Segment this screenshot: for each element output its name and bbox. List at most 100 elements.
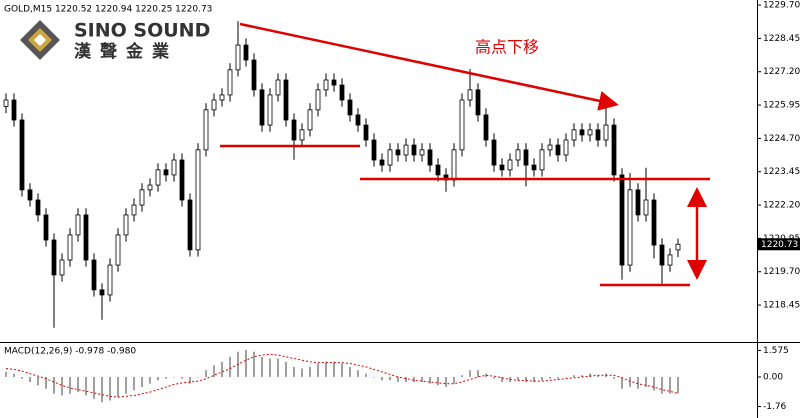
macd-bar — [381, 376, 383, 381]
y-tick-label: 0.00 — [763, 372, 783, 382]
candle-body — [179, 159, 185, 201]
candle-body — [11, 99, 17, 121]
candle-body — [539, 149, 545, 171]
macd-bar — [621, 376, 623, 389]
candle-body — [195, 149, 201, 251]
macd-bar — [149, 376, 151, 384]
candle-body — [315, 89, 321, 111]
candle-body — [483, 114, 489, 141]
candle-body — [627, 189, 633, 266]
macd-bar — [213, 365, 215, 377]
candle-body — [475, 89, 481, 116]
macd-bar — [493, 376, 495, 379]
macd-bar — [525, 376, 527, 383]
candle-body — [547, 144, 553, 151]
candle-body — [251, 59, 257, 91]
candle-body — [107, 264, 113, 296]
candle-body — [275, 79, 281, 96]
macd-bar — [21, 376, 23, 379]
candle-body — [259, 89, 265, 126]
candle-body — [659, 244, 665, 266]
candle-body — [283, 79, 289, 121]
candle-body — [355, 114, 361, 126]
macd-bar — [93, 376, 95, 399]
chart-title: GOLD,M15 1220.52 1220.94 1220.25 1220.73 — [4, 5, 212, 15]
macd-bar — [301, 368, 303, 377]
candle-body — [59, 259, 65, 276]
macd-bar — [317, 363, 319, 377]
macd-bar — [253, 351, 255, 377]
macd-bar — [157, 376, 159, 381]
macd-bar — [405, 376, 407, 383]
candle-body — [155, 169, 161, 186]
candle-body — [227, 69, 233, 96]
macd-bar — [221, 361, 223, 377]
macd-bar — [645, 376, 647, 388]
brand-cn: 漢聲金業 — [74, 41, 178, 62]
candle-body — [75, 214, 81, 236]
macd-bar — [117, 376, 119, 398]
candle-body — [347, 99, 353, 116]
candle-body — [219, 94, 225, 101]
macd-bar — [125, 376, 127, 394]
candle-body — [387, 149, 393, 166]
macd-bar — [597, 375, 599, 377]
candle-body — [115, 234, 121, 266]
macd-bar — [45, 376, 47, 389]
candle-body — [147, 184, 153, 191]
candle-body — [611, 124, 617, 176]
candle-body — [667, 254, 673, 266]
macd-bar — [373, 376, 375, 378]
candle-body — [619, 174, 625, 266]
macd-bar — [85, 376, 87, 396]
macd-bar — [197, 376, 199, 378]
candle-body — [507, 159, 513, 171]
candle-body — [427, 149, 433, 166]
macd-bar — [389, 376, 391, 381]
macd-bar — [365, 373, 367, 377]
macd-bar — [653, 376, 655, 391]
macd-bar — [165, 376, 167, 379]
macd-bar — [629, 376, 631, 388]
macd-bar — [181, 376, 183, 379]
macd-bar — [541, 376, 543, 381]
macd-bar — [61, 376, 63, 396]
candle-body — [67, 234, 73, 261]
candle-body — [651, 199, 657, 246]
macd-bar — [669, 376, 671, 394]
candle-body — [91, 259, 97, 291]
macd-bar — [37, 376, 39, 386]
macd-bar — [445, 376, 447, 388]
panel-title: MACD(12,26,9) -0.978 -0.980 — [4, 347, 136, 357]
macd-bar — [69, 376, 71, 394]
candle-body — [171, 159, 177, 176]
candle-body — [299, 129, 305, 141]
macd-bar — [269, 358, 271, 377]
candle-body — [459, 99, 465, 151]
candle-body — [291, 119, 297, 141]
candle-body — [163, 169, 169, 176]
y-tick-label: 1227.20 — [763, 67, 800, 77]
candle-body — [323, 79, 329, 91]
y-tick-label: 1.575 — [763, 346, 789, 356]
trend-line — [239, 22, 619, 111]
macd-bar — [77, 376, 79, 393]
candle-body — [635, 189, 641, 216]
y-tick-label: 1219.70 — [763, 267, 800, 277]
signal-line — [5, 353, 679, 398]
candle-body — [243, 44, 249, 61]
candle-body — [211, 99, 217, 111]
y-tick-label: -1.76 — [763, 402, 787, 412]
macd-bar — [421, 376, 423, 383]
macd-bar — [205, 370, 207, 377]
candle-body — [523, 149, 529, 166]
candle-body — [395, 149, 401, 156]
candle-body — [499, 164, 505, 171]
candle-body — [51, 239, 57, 276]
candle-body — [187, 199, 193, 251]
candle-body — [603, 124, 609, 141]
macd-bar — [573, 375, 575, 377]
macd-bar — [477, 370, 479, 377]
candle-body — [467, 89, 473, 101]
candle-body — [307, 109, 313, 131]
